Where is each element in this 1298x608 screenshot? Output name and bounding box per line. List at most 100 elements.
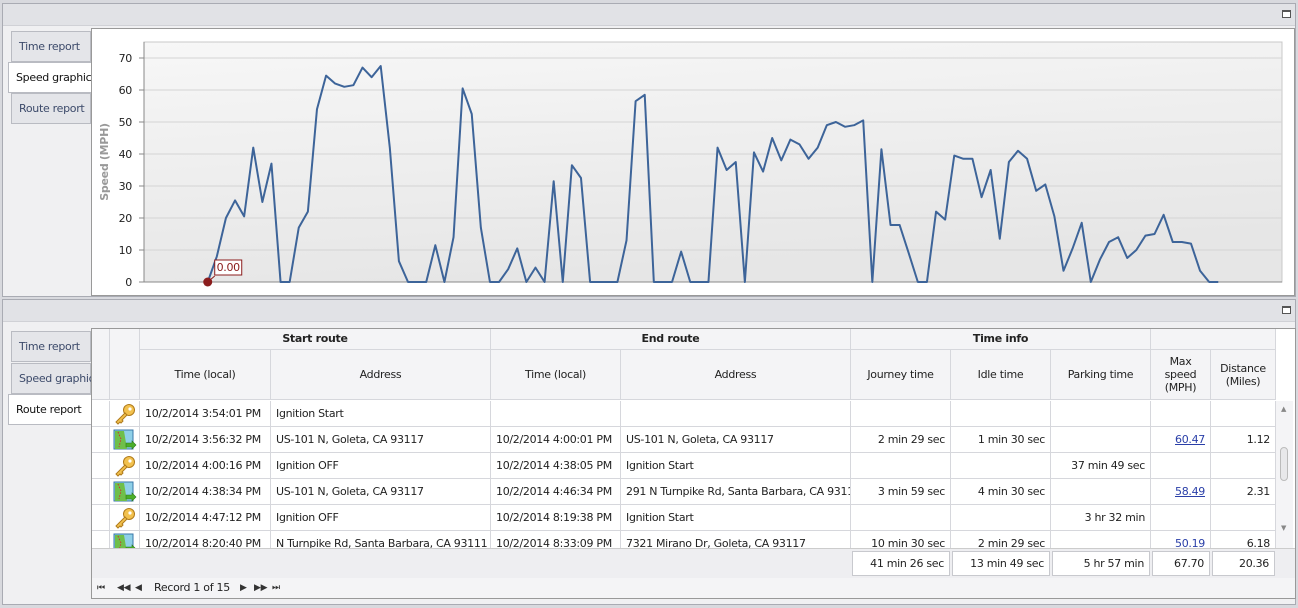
marker-label: 0.00 xyxy=(217,261,241,274)
row-indicator[interactable] xyxy=(92,401,110,427)
cell-max-speed[interactable]: 58.49 xyxy=(1151,479,1211,505)
restore-window-icon[interactable] xyxy=(1282,10,1291,18)
total-distance: 20.36 xyxy=(1212,551,1275,576)
restore-window-icon[interactable] xyxy=(1282,306,1291,314)
cell-journey: 3 min 59 sec xyxy=(851,479,951,505)
cell-start-time: 10/2/2014 4:38:34 PM xyxy=(140,479,271,505)
panel-header xyxy=(3,4,1295,26)
tab-route-report[interactable]: Route report xyxy=(11,93,91,124)
cell-start-time: 10/2/2014 3:56:32 PM xyxy=(140,427,271,453)
cell-start-time: 10/2/2014 3:54:01 PM xyxy=(140,401,271,427)
scroll-down-icon[interactable]: ▼ xyxy=(1281,524,1287,532)
cell-start-time: 10/2/2014 4:47:12 PM xyxy=(140,505,271,531)
cell-end-address: 291 N Turnpike Rd, Santa Barbara, CA 931… xyxy=(621,479,851,505)
column-header-parking[interactable]: Parking time xyxy=(1051,350,1151,400)
cell-max-speed[interactable]: 60.47 xyxy=(1151,427,1211,453)
tab-route-report[interactable]: Route report xyxy=(8,394,92,425)
tab-speed-graphic[interactable]: Speed graphic xyxy=(11,363,95,394)
group-header-start-route: Start route xyxy=(140,329,491,350)
cell-end-address: Ignition Start xyxy=(621,453,851,479)
cell-parking xyxy=(1051,479,1151,505)
cell-idle: 4 min 30 sec xyxy=(951,479,1051,505)
route-report-grid: Start route End route Time info Time (local… xyxy=(91,328,1296,599)
column-header-end-time[interactable]: Time (local) xyxy=(491,350,621,400)
column-header-journey[interactable]: Journey time xyxy=(851,350,951,400)
cell-parking xyxy=(1051,427,1151,453)
next-record-icon[interactable]: ▶ xyxy=(240,583,247,593)
marker-leader xyxy=(207,275,216,283)
cell-start-address: Ignition OFF xyxy=(271,505,491,531)
y-axis-label: Speed (MPH) xyxy=(98,123,111,201)
speed-graphic-panel: Time report Speed graphic Route report 0… xyxy=(2,3,1296,297)
column-header-idle[interactable]: Idle time xyxy=(951,350,1051,400)
cell-parking: 37 min 49 sec xyxy=(1051,453,1151,479)
cell-distance xyxy=(1211,453,1276,479)
total-idle: 13 min 49 sec xyxy=(952,551,1050,576)
cell-max-speed xyxy=(1151,505,1211,531)
prev-record-icon[interactable]: ◀ xyxy=(135,583,142,593)
key-icon xyxy=(110,401,140,427)
cell-start-address: Ignition OFF xyxy=(271,453,491,479)
cell-journey xyxy=(851,505,951,531)
column-header-start-time[interactable]: Time (local) xyxy=(140,350,271,400)
total-journey: 41 min 26 sec xyxy=(852,551,950,576)
column-header-start-address[interactable]: Address xyxy=(271,350,491,400)
route-report-panel: Time report Speed graphic Route report S… xyxy=(2,299,1296,605)
record-navigator: ⏮ ◀◀ ◀ Record 1 of 15 ▶ ▶▶ ⏭ xyxy=(92,578,1295,598)
cell-end-time xyxy=(491,401,621,427)
panel-header xyxy=(3,300,1295,322)
group-header-time-info: Time info xyxy=(851,329,1151,350)
prev-page-icon[interactable]: ◀◀ xyxy=(117,583,131,593)
marker-label-box xyxy=(214,259,243,276)
cell-end-address xyxy=(621,401,851,427)
cell-journey: 2 min 29 sec xyxy=(851,427,951,453)
row-indicator[interactable] xyxy=(92,479,110,505)
y-tick-label: 30 xyxy=(119,180,133,193)
cell-distance xyxy=(1211,401,1276,427)
cell-journey xyxy=(851,401,951,427)
icon-column-header xyxy=(110,329,140,400)
cell-end-time: 10/2/2014 8:19:38 PM xyxy=(491,505,621,531)
route-map-icon xyxy=(110,479,140,505)
last-record-icon[interactable]: ⏭ xyxy=(272,583,280,593)
column-header-max-speed[interactable]: Max speed (MPH) xyxy=(1151,350,1211,400)
group-header-blank xyxy=(1151,329,1276,350)
cell-end-address: Ignition Start xyxy=(621,505,851,531)
cell-idle xyxy=(951,505,1051,531)
scrollbar-thumb[interactable] xyxy=(1280,447,1288,481)
y-tick-label: 20 xyxy=(119,212,133,225)
first-record-icon[interactable]: ⏮ xyxy=(97,583,105,593)
y-tick-label: 40 xyxy=(119,148,133,161)
cell-idle xyxy=(951,401,1051,427)
cell-start-time: 10/2/2014 4:00:16 PM xyxy=(140,453,271,479)
cell-start-address: US-101 N, Goleta, CA 93117 xyxy=(271,479,491,505)
cell-idle: 1 min 30 sec xyxy=(951,427,1051,453)
tab-speed-graphic[interactable]: Speed graphic xyxy=(8,62,92,93)
next-page-icon[interactable]: ▶▶ xyxy=(254,583,268,593)
y-tick-label: 0 xyxy=(125,276,132,289)
total-parking: 5 hr 57 min xyxy=(1052,551,1150,576)
cell-start-address: Ignition Start xyxy=(271,401,491,427)
column-header-distance[interactable]: Distance (Miles) xyxy=(1211,350,1276,400)
cell-end-time: 10/2/2014 4:38:05 PM xyxy=(491,453,621,479)
cell-distance: 2.31 xyxy=(1211,479,1276,505)
column-header-end-address[interactable]: Address xyxy=(621,350,851,400)
speed-chart: 0 10 20 30 40 50 60 70 Speed (MPH) 0.00 xyxy=(91,28,1295,296)
cell-end-address: US-101 N, Goleta, CA 93117 xyxy=(621,427,851,453)
speed-chart-svg: 0 10 20 30 40 50 60 70 Speed (MPH) 0.00 xyxy=(98,41,1283,289)
vertical-scrollbar[interactable]: ▲ ▼ xyxy=(1276,401,1293,548)
cell-max-speed xyxy=(1151,453,1211,479)
cell-parking xyxy=(1051,401,1151,427)
total-max-speed: 67.70 xyxy=(1152,551,1210,576)
y-tick-label: 70 xyxy=(119,52,133,65)
row-indicator[interactable] xyxy=(92,453,110,479)
tab-time-report[interactable]: Time report xyxy=(11,331,91,362)
row-indicator[interactable] xyxy=(92,427,110,453)
cell-distance: 1.12 xyxy=(1211,427,1276,453)
y-tick-label: 10 xyxy=(119,244,133,257)
scroll-up-icon[interactable]: ▲ xyxy=(1281,405,1287,413)
tab-time-report[interactable]: Time report xyxy=(11,31,91,62)
row-indicator[interactable] xyxy=(92,505,110,531)
group-header-end-route: End route xyxy=(491,329,851,350)
cell-start-address: US-101 N, Goleta, CA 93117 xyxy=(271,427,491,453)
